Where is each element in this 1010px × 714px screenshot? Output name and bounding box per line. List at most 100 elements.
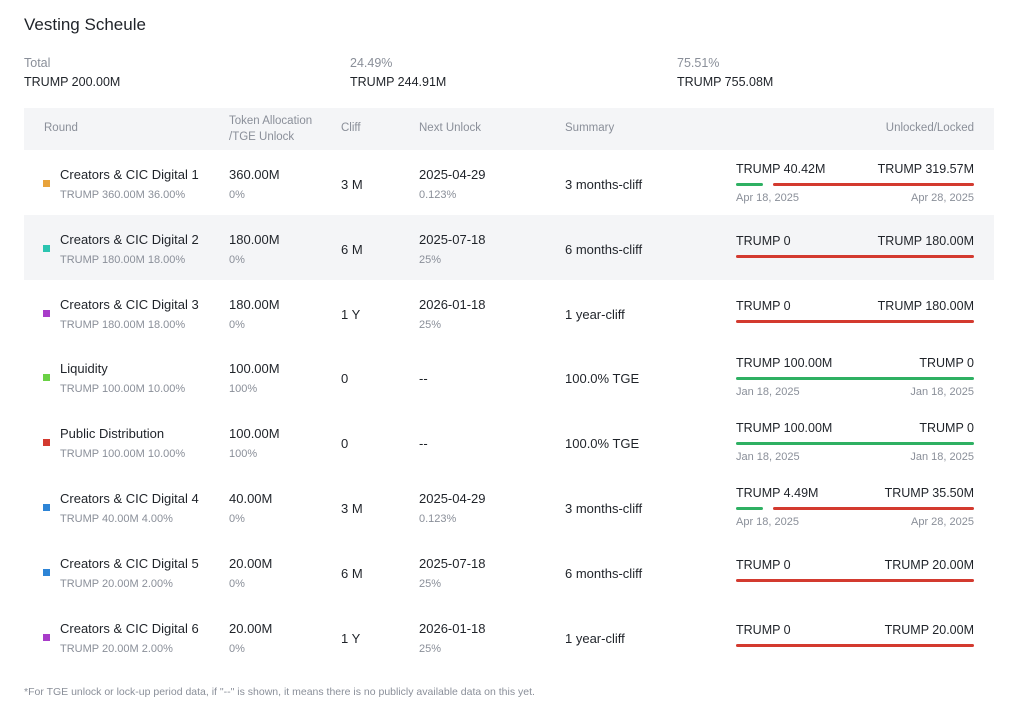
unlock-start-date: Apr 18, 2025: [736, 515, 799, 528]
token-allocation: 100.00M: [229, 426, 280, 442]
next-unlock-percent: 0.123%: [419, 189, 457, 201]
cliff-value: 6 M: [341, 241, 363, 257]
unlocked-bar-segment: [736, 377, 974, 381]
summary-locked: 75.51% TRUMP 755.08M: [677, 55, 773, 90]
header-round: Round: [44, 122, 78, 134]
unlock-start-date: Jan 18, 2025: [736, 451, 800, 464]
round-name: Creators & CIC Digital 2: [60, 231, 199, 247]
unlocked-amount: TRUMP 0: [736, 557, 791, 572]
locked-amount: TRUMP 35.50M: [884, 485, 974, 500]
unlock-progress-bar: [736, 442, 974, 446]
round-name: Public Distribution: [60, 426, 165, 442]
vesting-summary: 1 year-cliff: [565, 630, 625, 646]
unlock-start-date: Jan 18, 2025: [736, 386, 800, 399]
vesting-summary: 3 months-cliff: [565, 177, 643, 192]
unlocked-amount: TRUMP 0: [736, 233, 791, 248]
round-name: Creators & CIC Digital 5: [60, 555, 199, 571]
round-allocation-detail: TRUMP 40.00M 4.00%: [60, 512, 173, 525]
token-allocation: 40.00M: [229, 490, 273, 506]
next-unlock-date: 2025-04-29: [419, 490, 486, 506]
table-row[interactable]: Creators & CIC Digital 1 TRUMP 360.00M 36…: [24, 150, 994, 215]
table-header: Round Token Allocation /TGE Unlock Cliff…: [24, 108, 994, 150]
cliff-value: 1 Y: [341, 630, 361, 646]
locked-bar-segment: [736, 319, 974, 323]
unlocked-amount: TRUMP 4.49M: [736, 485, 819, 500]
tge-unlock: 0%: [229, 577, 245, 590]
vesting-summary: 6 months-cliff: [565, 241, 643, 257]
locked-bar-segment: [736, 578, 974, 582]
round-name: Creators & CIC Digital 3: [60, 296, 199, 312]
header-cliff: Cliff: [341, 122, 361, 134]
locked-amount: TRUMP 319.57M: [877, 162, 974, 176]
token-allocation: 180.00M: [229, 231, 280, 247]
table-row[interactable]: Creators & CIC Digital 5 TRUMP 20.00M 2.0…: [24, 539, 994, 604]
token-allocation: 180.00M: [229, 296, 280, 312]
locked-amount: TRUMP 20.00M: [884, 557, 974, 572]
round-color-marker: [43, 309, 50, 317]
cliff-value: 3 M: [341, 500, 363, 516]
tge-unlock: 0%: [229, 318, 245, 331]
round-allocation-detail: TRUMP 20.00M 2.00%: [60, 577, 173, 590]
token-allocation: 360.00M: [229, 167, 280, 182]
locked-bar-segment: [736, 643, 974, 647]
table-row[interactable]: Creators & CIC Digital 4 TRUMP 40.00M 4.0…: [24, 474, 994, 539]
header-alloc-line2: /TGE Unlock: [229, 131, 295, 143]
next-unlock-date: 2026-01-18: [419, 620, 486, 636]
table-row[interactable]: Liquidity TRUMP 100.00M 10.00% 100.00M 100%…: [24, 344, 994, 409]
table-row[interactable]: Creators & CIC Digital 6 TRUMP 20.00M 2.0…: [24, 604, 994, 669]
round-name: Liquidity: [60, 361, 108, 377]
round-color-marker: [43, 568, 50, 576]
cliff-value: 3 M: [341, 177, 363, 192]
summary-unlocked-label: 24.49%: [350, 56, 393, 70]
vesting-summary: 100.0% TGE: [565, 371, 640, 387]
vesting-summary: 3 months-cliff: [565, 500, 643, 516]
token-allocation: 20.00M: [229, 620, 273, 636]
round-name: Creators & CIC Digital 1: [60, 167, 199, 182]
summary-unlocked-value: TRUMP 244.91M: [350, 75, 447, 89]
token-allocation: 20.00M: [229, 555, 273, 571]
unlock-end-date: Apr 28, 2025: [911, 192, 974, 204]
round-allocation-detail: TRUMP 100.00M 10.00%: [60, 448, 186, 461]
unlocked-amount: TRUMP 40.42M: [736, 162, 826, 176]
next-unlock-date: 2025-07-18: [419, 555, 486, 571]
unlock-progress-bar: [736, 254, 974, 258]
cliff-value: 0: [341, 436, 349, 452]
next-unlock-percent: 25%: [419, 577, 442, 590]
locked-amount: TRUMP 20.00M: [884, 622, 974, 637]
locked-amount: TRUMP 180.00M: [877, 233, 974, 248]
unlocked-amount: TRUMP 100.00M: [736, 356, 833, 371]
vesting-table: Round Token Allocation /TGE Unlock Cliff…: [24, 108, 994, 668]
header-alloc-line1: Token Allocation: [229, 115, 313, 127]
table-row[interactable]: Creators & CIC Digital 3 TRUMP 180.00M 18…: [24, 280, 994, 345]
page-title: Vesting Scheule: [24, 15, 146, 34]
round-color-marker: [43, 180, 50, 187]
unlock-start-date: Apr 18, 2025: [736, 192, 799, 204]
unlocked-amount: TRUMP 0: [736, 622, 791, 637]
next-unlock-date: --: [419, 436, 428, 452]
next-unlock-date: --: [419, 371, 428, 387]
next-unlock-date: 2026-01-18: [419, 296, 486, 312]
unlocked-amount: TRUMP 100.00M: [736, 421, 833, 436]
next-unlock-percent: 25%: [419, 642, 442, 655]
round-name: Creators & CIC Digital 6: [60, 620, 199, 636]
unlock-end-date: Apr 28, 2025: [911, 515, 974, 528]
tge-unlock: 100%: [229, 448, 258, 461]
header-summary: Summary: [565, 122, 615, 134]
vesting-summary: 6 months-cliff: [565, 565, 643, 581]
tge-unlock: 100%: [229, 383, 258, 396]
tge-unlock: 0%: [229, 642, 245, 655]
unlocked-bar-segment: [736, 183, 763, 186]
unlocked-bar-segment: [736, 442, 974, 446]
table-row[interactable]: Public Distribution TRUMP 100.00M 10.00% 1…: [24, 409, 994, 474]
table-row[interactable]: Creators & CIC Digital 2 TRUMP 180.00M 18…: [24, 214, 994, 280]
locked-amount: TRUMP 0: [919, 356, 974, 371]
token-allocation: 100.00M: [229, 361, 280, 377]
summary-locked-value: TRUMP 755.08M: [677, 75, 774, 89]
summary-locked-label: 75.51%: [677, 56, 720, 70]
tge-unlock: 0%: [229, 253, 245, 266]
cliff-value: 6 M: [341, 565, 363, 581]
footnote: *For TGE unlock or lock-up period data, …: [24, 686, 535, 698]
unlock-progress-bar: [736, 506, 974, 510]
unlock-end-date: Jan 18, 2025: [910, 451, 974, 464]
table-body: Creators & CIC Digital 1 TRUMP 360.00M 36…: [24, 150, 994, 668]
